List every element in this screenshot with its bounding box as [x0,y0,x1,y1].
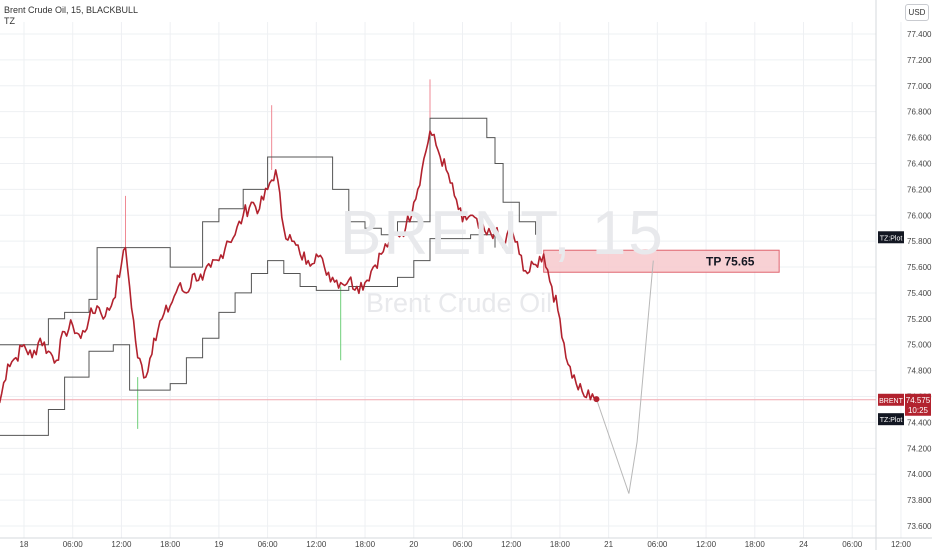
tp-label: TP 75.65 [706,255,755,269]
symbol-watermark: BRENT, 15 [340,199,665,268]
target-zone[interactable] [543,249,780,273]
countdown-label: 10:25 [908,406,929,415]
y-tick-label: 76.800 [907,108,932,117]
name-watermark: Brent Crude Oil [366,288,553,318]
brent-label: BRENT [879,398,903,405]
x-tick-label: 06:00 [647,540,668,549]
y-tick-label: 75.800 [907,237,932,246]
tz-plot-lower-label: TZ:Plot [880,417,903,424]
x-tick-label: 12:00 [306,540,327,549]
x-tick-label: 06:00 [258,540,279,549]
y-tick-label: 74.000 [907,470,932,479]
y-tick-label: 77.200 [907,56,932,65]
y-tick-label: 76.600 [907,134,932,143]
last-price-dot[interactable] [593,396,600,403]
currency-button[interactable]: USD [905,4,929,21]
x-tick-label: 18 [20,540,29,549]
y-tick-label: 75.400 [907,289,932,298]
price-box [905,393,931,416]
x-tick-label: 18:00 [745,540,766,549]
y-tick-label: 73.600 [907,522,932,531]
x-tick-label: 12:00 [696,540,717,549]
chart-title[interactable]: Brent Crude Oil, 15, BLACKBULL [4,5,139,15]
x-tick-label: 12:00 [501,540,522,549]
y-tick-label: 74.200 [907,444,932,453]
x-tick-label: 24 [799,540,808,549]
x-tick-label: 12:00 [891,540,912,549]
tz-plot-line-plot_upper[interactable] [0,117,537,346]
x-tick-label: 18:00 [550,540,571,549]
projection-path[interactable] [596,260,654,494]
x-tick-label: 12:00 [111,540,132,549]
tz-plot-upper-label: TZ:Plot [880,235,903,242]
price-line[interactable] [0,130,597,404]
y-tick-label: 75.600 [907,263,932,272]
brent-label-badge [878,393,904,406]
indicator-label[interactable]: TZ [4,16,15,26]
x-tick-label: 06:00 [452,540,473,549]
y-tick-label: 77.000 [907,82,932,91]
y-tick-label: 73.800 [907,496,932,505]
tz-plot-line-plot_lower[interactable] [0,234,496,436]
x-tick-label: 06:00 [842,540,863,549]
x-tick-label: 06:00 [63,540,84,549]
chart-header: Brent Crude Oil, 15, BLACKBULL TZ [4,5,138,27]
y-tick-label: 74.400 [907,418,932,427]
current-price-label: 74.575 [906,396,931,405]
grid [0,22,902,538]
y-tick-label: 76.000 [907,211,932,220]
y-tick-label: 74.800 [907,367,932,376]
y-tick-label: 77.400 [907,30,932,39]
y-tick-label: 75.200 [907,315,932,324]
x-tick-label: 18:00 [355,540,376,549]
tz-plot-upper-label-badge [878,231,904,244]
y-tick-label: 76.400 [907,159,932,168]
x-tick-label: 18:00 [160,540,181,549]
x-tick-label: 20 [409,540,418,549]
x-tick-label: 19 [214,540,223,549]
tz-plot-lower-label-badge [878,413,904,426]
y-tick-label: 76.200 [907,185,932,194]
y-tick-label: 75.000 [907,341,932,350]
x-tick-label: 21 [604,540,613,549]
